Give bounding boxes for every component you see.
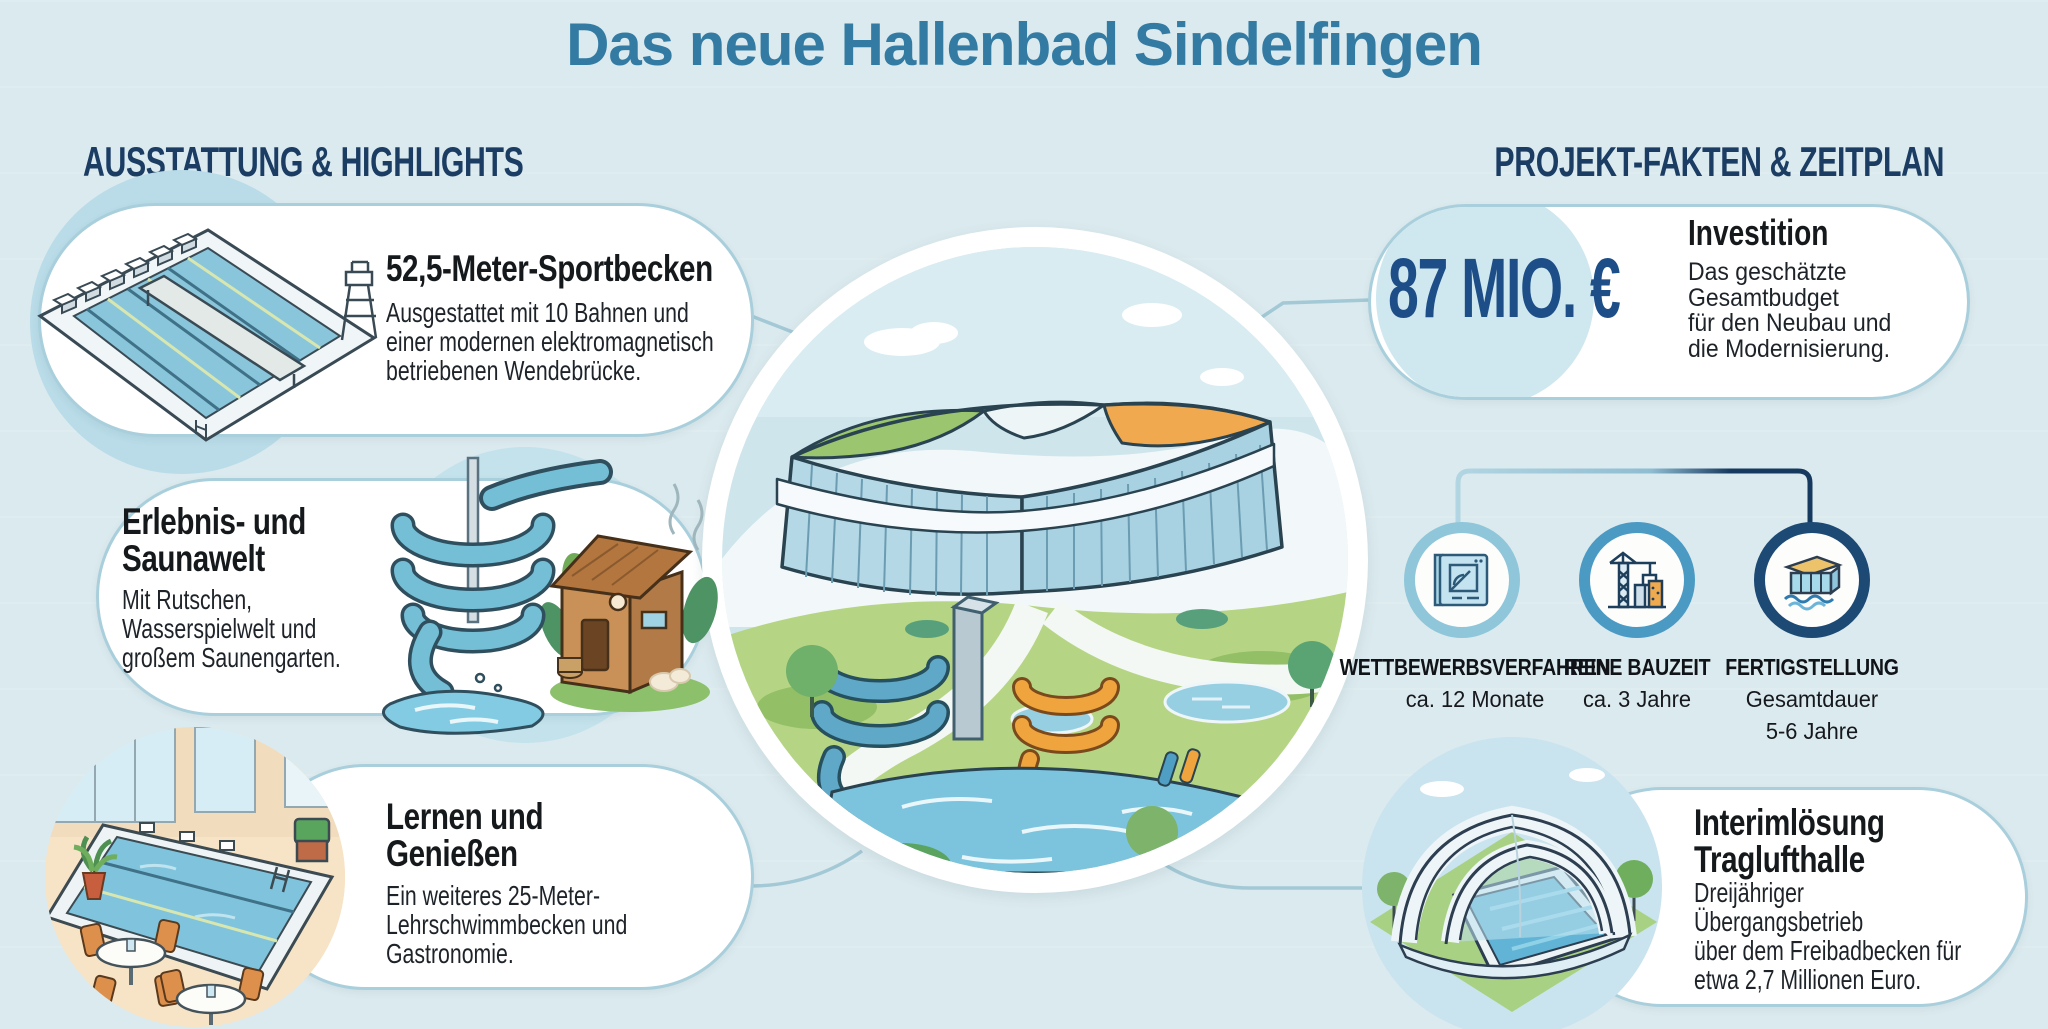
plant <box>73 835 118 900</box>
card-sportbecken-body: Ausgestattet mit 10 Bahnen und einer mod… <box>386 297 714 386</box>
milestone-circle-wettbewerb <box>1404 522 1520 638</box>
milestone-label-wettbewerb: WETTBEWERBSVERFAHREN <box>1339 654 1611 680</box>
waste-bin <box>293 817 331 863</box>
air-dome-illustration <box>1370 768 1657 1012</box>
investment-amount: 87 MIO. € <box>1388 241 1621 335</box>
lifeguard-chair <box>340 260 378 341</box>
water-slide-sauna-illustration <box>381 456 718 735</box>
milestone-sub-wettbewerb: ca. 12 Monate <box>1405 686 1545 712</box>
card-saunawelt-body: Mit Rutschen, Wasserspielwelt und großem… <box>122 584 341 673</box>
milestone-label-bauzeit: REINE BAUZEIT <box>1563 654 1711 680</box>
milestone-circle-fertigstellung <box>1754 522 1870 638</box>
card-lernen-title: Lernen und Genießen <box>386 796 544 874</box>
card-interim-body: Dreijähriger Übergangsbetrieb über dem F… <box>1694 877 1962 995</box>
blueprint-icon <box>1433 553 1489 607</box>
turn-bridge <box>137 274 307 382</box>
air-dome-circle <box>1362 737 1662 1029</box>
page-title: Das neue Hallenbad Sindelfingen <box>566 11 1483 78</box>
timeline-bracket <box>1455 468 1813 530</box>
card-saunawelt-title: Erlebnis- und Saunawelt <box>122 501 306 579</box>
learning-pool-circle <box>45 727 345 1027</box>
milestone-label-fertigstellung: FERTIGSTELLUNG <box>1725 654 1899 680</box>
pool-building-icon <box>1783 555 1843 611</box>
sauna-hut <box>540 483 718 695</box>
learning-pool-gastronomy-illustration <box>45 727 345 1027</box>
slide-tower <box>950 595 1000 741</box>
investment-highlight-circle <box>1376 207 1594 397</box>
card-investition <box>1368 204 1970 400</box>
card-interim-title: Interimlösung Traglufthalle <box>1694 802 1885 880</box>
milestone-sub2-fertigstellung: 5-6 Jahre <box>1765 718 1859 744</box>
main-building <box>775 400 1284 597</box>
sun-loungers <box>1157 748 1201 787</box>
milestone-sub-bauzeit: ca. 3 Jahre <box>1582 686 1692 712</box>
spiral-slide <box>390 456 613 705</box>
card-sportbecken-title: 52,5-Meter-Sportbecken <box>386 248 713 289</box>
investment-title: Investition <box>1688 212 1829 253</box>
starting-blocks <box>51 232 199 315</box>
crane-icon <box>1608 551 1666 609</box>
pool-steps <box>139 822 291 893</box>
milestone-sub-fertigstellung: Gesamtdauer <box>1745 686 1879 712</box>
milestone-circle-bauzeit <box>1579 522 1695 638</box>
sport-pool-illustration <box>37 228 378 442</box>
investment-body: Das geschätzte Gesamtbudget für den Neub… <box>1688 258 1892 363</box>
hallenbad-aerial-illustration <box>722 247 1348 873</box>
card-lernen-body: Ein weiteres 25-Meter- Lehrschwimmbecken… <box>386 880 628 969</box>
cafe-table-2 <box>159 966 265 1025</box>
